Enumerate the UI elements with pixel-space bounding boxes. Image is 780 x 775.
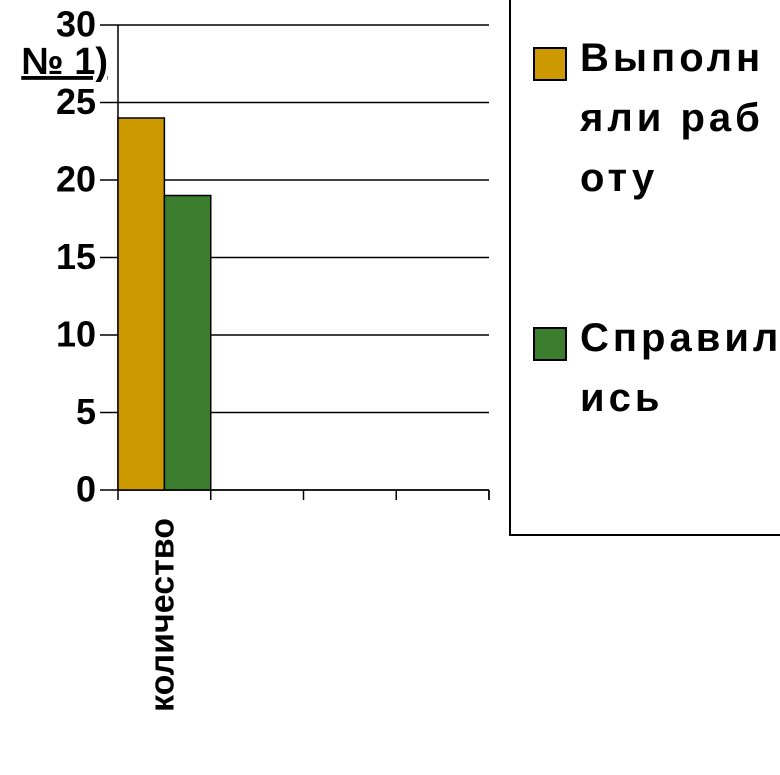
legend-label-box: Выполняли работу: [580, 36, 765, 200]
legend-swatch: [533, 327, 567, 361]
y-tick-label: 10: [56, 314, 96, 355]
bar: [117, 117, 166, 491]
chart-title: № 1): [21, 41, 108, 83]
legend-swatch: [533, 47, 567, 81]
y-tick-label: 30: [56, 4, 96, 45]
legend-label-box: Справились: [580, 316, 780, 420]
y-tick-label: 15: [56, 236, 96, 277]
y-tick-label: 25: [56, 81, 96, 122]
legend-label: Справились: [580, 316, 780, 420]
y-tick-label: 0: [76, 469, 96, 510]
legend-box: [509, 0, 780, 536]
x-tick-label: количество: [143, 518, 181, 712]
y-tick-label: 20: [56, 159, 96, 200]
bar: [163, 194, 212, 491]
legend-label: Выполняли работу: [580, 36, 765, 200]
y-tick-label: 5: [76, 391, 96, 432]
